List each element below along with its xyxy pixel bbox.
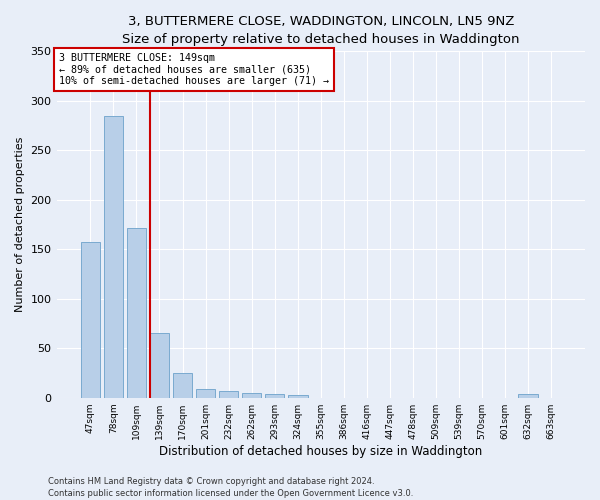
Bar [149,334,169,398]
Bar [127,228,146,398]
Bar [518,394,538,398]
Bar [196,389,215,398]
Bar [173,373,193,398]
X-axis label: Distribution of detached houses by size in Waddington: Distribution of detached houses by size … [159,444,482,458]
Bar [104,116,123,398]
Text: Contains HM Land Registry data © Crown copyright and database right 2024.
Contai: Contains HM Land Registry data © Crown c… [48,476,413,498]
Text: 3 BUTTERMERE CLOSE: 149sqm
← 89% of detached houses are smaller (635)
10% of sem: 3 BUTTERMERE CLOSE: 149sqm ← 89% of deta… [59,53,329,86]
Y-axis label: Number of detached properties: Number of detached properties [15,137,25,312]
Title: 3, BUTTERMERE CLOSE, WADDINGTON, LINCOLN, LN5 9NZ
Size of property relative to d: 3, BUTTERMERE CLOSE, WADDINGTON, LINCOLN… [122,15,520,46]
Bar [265,394,284,398]
Bar [80,242,100,398]
Bar [288,394,308,398]
Bar [242,393,262,398]
Bar [219,391,238,398]
